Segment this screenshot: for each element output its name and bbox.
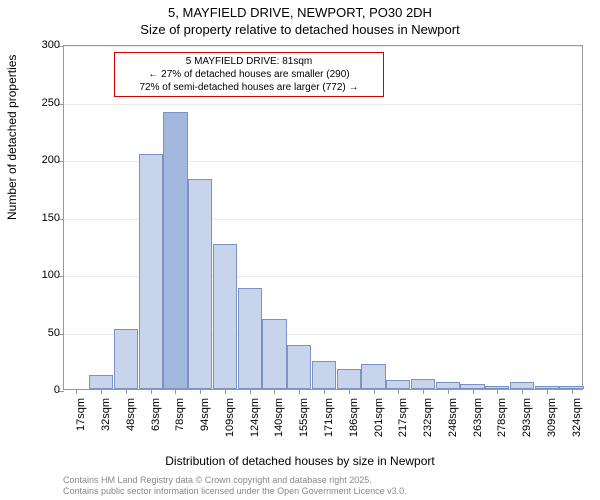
x-tick — [126, 389, 127, 394]
chart-container: 5, MAYFIELD DRIVE, NEWPORT, PO30 2DH Siz… — [0, 0, 600, 500]
x-tick-label: 32sqm — [100, 398, 112, 438]
histogram-bar — [337, 369, 361, 389]
histogram-bar — [114, 329, 138, 389]
x-tick-label: 109sqm — [224, 398, 236, 438]
x-tick-label: 324sqm — [571, 398, 583, 438]
chart-title-sub: Size of property relative to detached ho… — [0, 22, 600, 37]
y-tick-label: 50 — [48, 327, 60, 339]
credits-line1: Contains HM Land Registry data © Crown c… — [63, 475, 407, 487]
x-tick-label: 293sqm — [521, 398, 533, 438]
histogram-bar — [386, 380, 410, 389]
x-tick — [151, 389, 152, 394]
x-tick — [225, 389, 226, 394]
chart-title-main: 5, MAYFIELD DRIVE, NEWPORT, PO30 2DH — [0, 5, 600, 20]
x-tick-label: 309sqm — [546, 398, 558, 438]
x-tick-label: 201sqm — [373, 398, 385, 438]
histogram-bar — [163, 112, 187, 389]
x-tick-label: 140sqm — [273, 398, 285, 438]
x-tick — [473, 389, 474, 394]
histogram-bar — [411, 379, 435, 389]
x-tick-label: 217sqm — [397, 398, 409, 438]
y-tick-label: 100 — [42, 269, 60, 281]
histogram-bar — [436, 382, 460, 389]
histogram-bar — [213, 244, 237, 389]
y-tick-label: 150 — [42, 212, 60, 224]
x-tick — [423, 389, 424, 394]
histogram-bar — [287, 345, 311, 389]
x-tick — [522, 389, 523, 394]
x-tick-label: 186sqm — [348, 398, 360, 438]
x-tick — [374, 389, 375, 394]
x-tick — [299, 389, 300, 394]
gridline — [64, 104, 582, 105]
histogram-bar — [139, 154, 163, 389]
credits: Contains HM Land Registry data © Crown c… — [63, 475, 407, 498]
x-axis-label: Distribution of detached houses by size … — [0, 454, 600, 468]
annotation-line1: 5 MAYFIELD DRIVE: 81sqm — [119, 55, 379, 68]
x-tick — [398, 389, 399, 394]
x-tick-label: 17sqm — [75, 398, 87, 438]
x-tick — [547, 389, 548, 394]
x-tick — [448, 389, 449, 394]
x-tick-label: 248sqm — [447, 398, 459, 438]
x-tick-label: 48sqm — [125, 398, 137, 438]
x-tick — [497, 389, 498, 394]
x-tick — [274, 389, 275, 394]
x-tick — [175, 389, 176, 394]
plot-area: 5 MAYFIELD DRIVE: 81sqm ← 27% of detache… — [63, 45, 583, 390]
x-tick — [324, 389, 325, 394]
x-tick-label: 171sqm — [323, 398, 335, 438]
histogram-bar — [312, 361, 336, 389]
histogram-bar — [238, 288, 262, 389]
y-axis-label: Number of detached properties — [5, 55, 19, 220]
histogram-bar — [89, 375, 113, 389]
credits-line2: Contains public sector information licen… — [63, 486, 407, 498]
x-tick-label: 263sqm — [472, 398, 484, 438]
annotation-line3: 72% of semi-detached houses are larger (… — [119, 81, 379, 94]
annotation-box: 5 MAYFIELD DRIVE: 81sqm ← 27% of detache… — [114, 52, 384, 97]
x-tick — [349, 389, 350, 394]
x-tick-label: 232sqm — [422, 398, 434, 438]
histogram-bar — [510, 382, 534, 389]
x-tick — [101, 389, 102, 394]
y-tick-label: 250 — [42, 97, 60, 109]
x-tick — [76, 389, 77, 394]
x-tick — [200, 389, 201, 394]
y-tick-label: 200 — [42, 154, 60, 166]
x-tick-label: 78sqm — [174, 398, 186, 438]
x-tick — [250, 389, 251, 394]
x-tick — [572, 389, 573, 394]
histogram-bar — [262, 319, 286, 389]
y-tick-label: 0 — [54, 384, 60, 396]
y-tick-label: 300 — [42, 39, 60, 51]
annotation-line2: ← 27% of detached houses are smaller (29… — [119, 68, 379, 81]
x-tick-label: 63sqm — [150, 398, 162, 438]
x-tick-label: 278sqm — [496, 398, 508, 438]
x-tick-label: 124sqm — [249, 398, 261, 438]
gridline — [64, 46, 582, 47]
x-tick-label: 94sqm — [199, 398, 211, 438]
histogram-bar — [188, 179, 212, 389]
histogram-bar — [361, 364, 385, 389]
x-tick-label: 155sqm — [298, 398, 310, 438]
